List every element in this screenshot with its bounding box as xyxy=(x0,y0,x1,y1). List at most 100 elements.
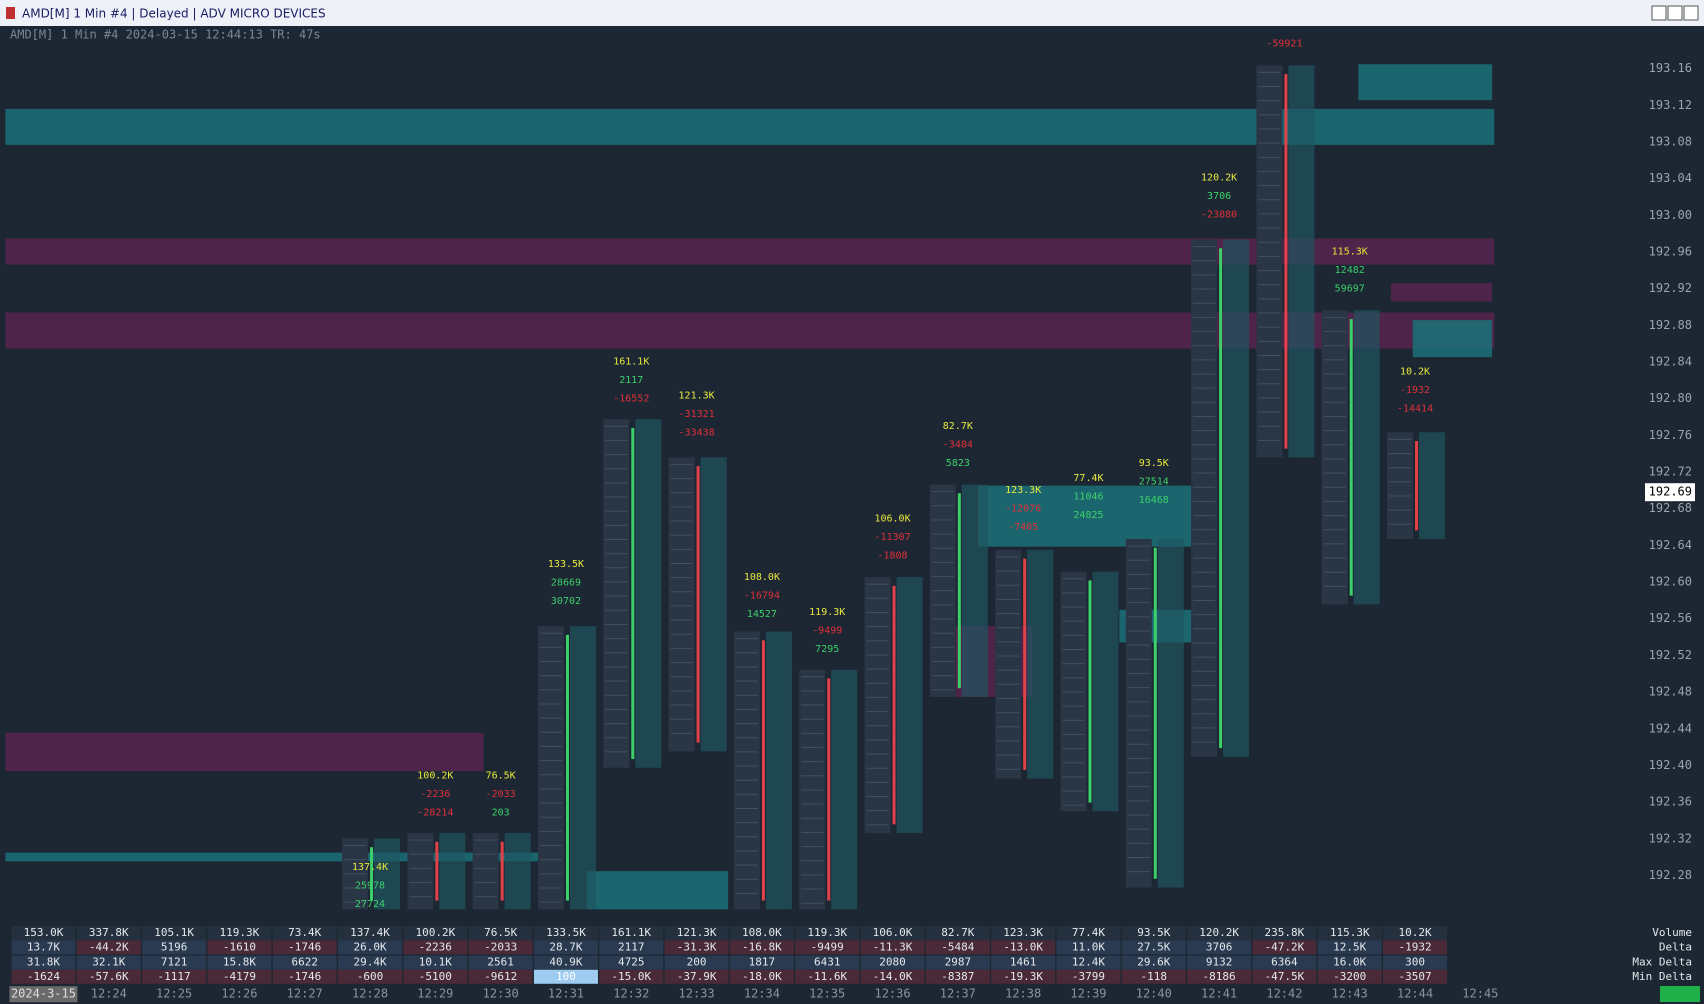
table-cell xyxy=(795,955,860,970)
table-cell xyxy=(991,940,1056,955)
candle-body xyxy=(1023,558,1027,770)
cell-row xyxy=(1193,302,1216,304)
table-value: -31.3K xyxy=(677,940,717,953)
candle-body xyxy=(1349,319,1353,596)
time-label: 12:34 xyxy=(744,987,780,1001)
cell-row xyxy=(735,793,758,795)
cell-row xyxy=(735,694,758,696)
cell-row xyxy=(866,781,889,783)
time-label: 12:35 xyxy=(809,987,845,1001)
candle-body xyxy=(370,847,374,901)
time-label: 2024-3-15 xyxy=(11,987,76,1001)
table-value: 2080 xyxy=(879,956,906,969)
cell-row xyxy=(1193,684,1216,686)
column-summary: -23880 xyxy=(1201,210,1237,221)
cell-row xyxy=(1323,331,1346,333)
bid-cells xyxy=(1387,432,1414,540)
cell-row xyxy=(1062,762,1085,764)
cell-row xyxy=(931,576,954,578)
table-cell xyxy=(76,969,141,984)
cell-row xyxy=(997,598,1020,600)
cell-row xyxy=(1193,713,1216,715)
table-cell xyxy=(599,969,664,984)
cell-row xyxy=(1127,715,1150,717)
cell-row xyxy=(1062,578,1085,580)
bid-cells xyxy=(995,549,1022,779)
maximize-button[interactable] xyxy=(1667,5,1683,21)
table-cell xyxy=(795,926,860,941)
cell-row xyxy=(1193,515,1216,517)
cell-row xyxy=(801,874,824,876)
table-value: -9499 xyxy=(811,940,844,953)
cell-row xyxy=(1258,326,1281,328)
cell-row xyxy=(670,492,693,494)
column-summary: 10.2K xyxy=(1400,366,1430,377)
table-value: 6622 xyxy=(291,956,318,969)
table-cell xyxy=(664,955,729,970)
price-label: 192.76 xyxy=(1649,428,1692,442)
cell-row xyxy=(1323,316,1346,318)
ask-cells xyxy=(1092,571,1119,812)
table-value: -44.2K xyxy=(89,940,129,953)
cell-row xyxy=(801,817,824,819)
table-value: 28.7K xyxy=(549,940,582,953)
table-cell xyxy=(1187,926,1252,941)
table-value: 235.8K xyxy=(1265,926,1305,939)
table-cell xyxy=(403,940,468,955)
cell-row xyxy=(1127,757,1150,759)
table-cell xyxy=(1056,940,1121,955)
ask-cells xyxy=(1288,65,1315,458)
table-value: 3706 xyxy=(1206,940,1233,953)
candle-body xyxy=(565,634,569,901)
column-summary: 25978 xyxy=(355,880,385,891)
column-summary: 12482 xyxy=(1335,265,1365,276)
table-value: -2033 xyxy=(484,940,517,953)
close-button[interactable] xyxy=(1683,5,1699,21)
cell-row xyxy=(866,611,889,613)
cell-row xyxy=(997,740,1020,742)
table-cell xyxy=(272,969,337,984)
cell-row xyxy=(1127,814,1150,816)
cell-row xyxy=(1389,481,1412,483)
cell-row xyxy=(1062,663,1085,665)
cell-row xyxy=(344,873,367,875)
bid-cells xyxy=(1256,65,1283,458)
bid-cells xyxy=(864,577,891,834)
table-value: -11.3K xyxy=(873,940,913,953)
cell-row xyxy=(801,732,824,734)
ask-cells xyxy=(635,419,662,768)
cell-row xyxy=(1127,856,1150,858)
table-value: 16.0K xyxy=(1333,956,1366,969)
window-controls[interactable] xyxy=(1651,5,1699,21)
cell-row xyxy=(1258,170,1281,172)
cell-row xyxy=(1127,672,1150,674)
labels: 137.4K2597827724100.2K-2236-2821476.5K-2… xyxy=(9,39,1695,1003)
cell-row xyxy=(539,802,562,804)
table-cell xyxy=(729,955,794,970)
table-cell xyxy=(925,940,990,955)
table-cell xyxy=(729,926,794,941)
column-summary: -1932 xyxy=(1400,385,1430,396)
cell-row xyxy=(670,463,693,465)
table-cell xyxy=(207,940,272,955)
candle-body xyxy=(892,585,896,825)
ask-cells xyxy=(896,577,923,834)
cell-row xyxy=(1127,630,1150,632)
cell-row xyxy=(605,694,628,696)
cell-row xyxy=(605,623,628,625)
table-value: 73.4K xyxy=(288,926,321,939)
cell-row xyxy=(1193,345,1216,347)
price-label: 192.92 xyxy=(1649,281,1692,295)
cell-row xyxy=(735,779,758,781)
minimize-button[interactable] xyxy=(1651,5,1667,21)
footprint-columns xyxy=(342,65,1446,910)
cell-row xyxy=(670,647,693,649)
time-label: 12:43 xyxy=(1332,987,1368,1001)
time-label: 12:36 xyxy=(874,987,910,1001)
candle-body xyxy=(500,841,504,901)
cell-row xyxy=(474,867,497,869)
cell-row xyxy=(539,646,562,648)
table-cell xyxy=(76,955,141,970)
cell-row xyxy=(539,660,562,662)
table-cell xyxy=(1187,969,1252,984)
